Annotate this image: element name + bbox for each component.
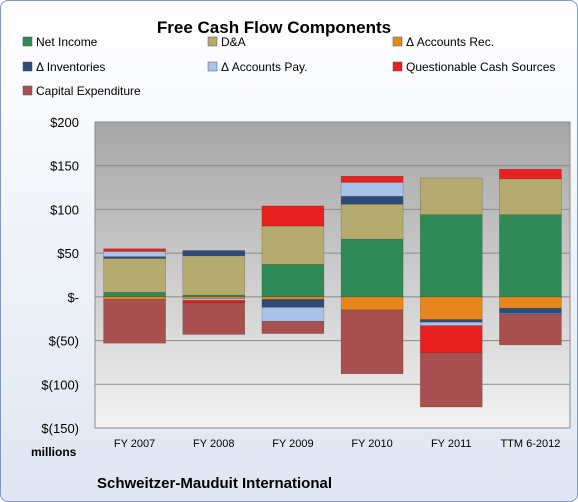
bar-inventories-fy-2009 [261,299,325,308]
bar-questionable-cash-sources-fy-2010 [340,175,404,183]
bar-accounts-rec-fy-2010 [340,296,404,311]
legend-label-d-a: D&A [221,35,246,49]
x-axis-ticks: FY 2007 FY 2008 FY 2009 FY 2010 FY 2011 TTM 6… [114,438,560,450]
bar-inventories-fy-2011 [419,319,483,323]
bar-net-income-fy-2009 [261,264,325,298]
legend-label-net-income: Net Income [36,35,98,49]
x-tick-label: FY 2010 [351,438,392,450]
x-tick-label: FY 2009 [272,438,313,450]
chart-title: Free Cash Flow Components [157,18,391,37]
x-tick-label: FY 2011 [431,438,472,450]
y-tick-label: $200 [50,115,79,130]
bar-d-a-fy-2011 [419,177,483,215]
bar-inventories-ttm-6-2012 [499,307,562,314]
y-tick-label: $(150) [41,421,79,436]
bar-net-income-fy-2007 [103,292,166,298]
bar-capital-expenditure-fy-2008 [182,302,246,335]
bar-d-a-ttm-6-2012 [499,178,562,215]
y-tick-label: $50 [57,246,79,261]
y-axis-ticks: $200 $150 $100 $50 $- $(50) $(100) $(150) [41,115,79,436]
bar-accounts-rec-fy-2009 [261,296,325,300]
legend-label-accounts-pay: Δ Accounts Pay. [221,60,308,74]
legend-swatch-net-income [22,36,33,47]
legend: Net Income D&A Δ Accounts Rec. Δ Inventorie… [22,35,555,98]
bar-capital-expenditure-fy-2007 [103,299,166,344]
units-label: millions [31,445,77,459]
bar-inventories-fy-2010 [340,196,404,205]
plot-area [94,121,571,429]
bar-net-income-fy-2011 [419,214,483,298]
bar-d-a-fy-2009 [261,225,325,265]
legend-swatch-accounts-pay [207,61,218,72]
y-tick-label: $100 [50,202,79,217]
legend-swatch-d-a [207,36,218,47]
bar-accounts-rec-ttm-6-2012 [499,296,562,309]
y-tick-label: $150 [50,159,79,174]
bar-accounts-pay-fy-2011 [419,321,483,327]
bar-accounts-rec-fy-2007 [103,296,166,300]
bar-questionable-cash-sources-fy-2011 [419,325,483,354]
legend-swatch-accounts-rec [392,36,403,47]
bar-capital-expenditure-fy-2011 [419,352,483,408]
bar-capital-expenditure-fy-2009 [261,321,325,334]
legend-label-inventories: Δ Inventories [36,60,105,74]
bar-accounts-pay-fy-2009 [261,307,325,322]
bar-net-income-fy-2010 [340,238,404,298]
legend-swatch-questionable-cash-sources [392,61,403,72]
bar-d-a-fy-2007 [103,258,166,293]
legend-swatch-capital-expenditure [22,85,33,96]
y-tick-label: $- [67,290,79,305]
bars [103,168,562,408]
x-tick-label: FY 2007 [114,438,155,450]
x-tick-label: FY 2008 [193,438,234,450]
bar-accounts-pay-fy-2007 [103,251,166,257]
bar-d-a-fy-2010 [340,203,404,240]
gridlines [95,121,570,429]
bar-accounts-pay-fy-2010 [340,182,404,197]
bar-questionable-cash-sources-fy-2008 [182,300,246,304]
bar-net-income-ttm-6-2012 [499,214,562,298]
bar-questionable-cash-sources-ttm-6-2012 [499,168,562,180]
bar-accounts-rec-fy-2011 [419,296,483,320]
company-name: Schweitzer-Mauduit International [97,475,332,492]
bar-questionable-cash-sources-fy-2007 [103,248,166,252]
legend-swatch-inventories [22,61,33,72]
legend-label-capital-expenditure: Capital Expenditure [36,84,141,98]
bar-capital-expenditure-fy-2010 [340,309,404,375]
x-tick-label: TTM 6-2012 [500,438,560,450]
bar-capital-expenditure-ttm-6-2012 [499,314,562,346]
bar-d-a-fy-2008 [182,255,246,296]
y-tick-label: $(50) [49,334,79,349]
y-tick-label: $(100) [41,377,79,392]
legend-label-questionable-cash-sources: Questionable Cash Sources [406,60,555,74]
bar-inventories-fy-2008 [182,250,246,257]
legend-label-accounts-rec: Δ Accounts Rec. [406,35,494,49]
bar-questionable-cash-sources-fy-2009 [261,205,325,227]
